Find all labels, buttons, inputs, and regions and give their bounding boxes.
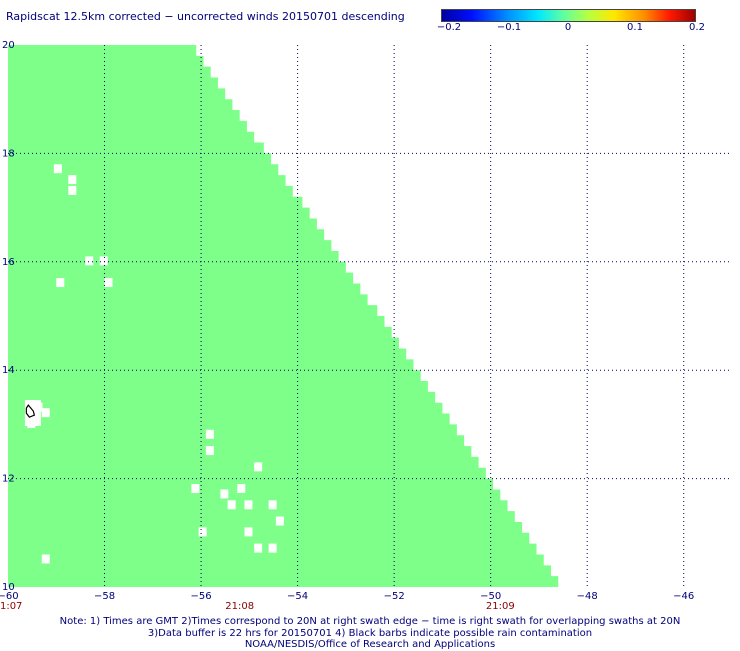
no-data-pixel <box>53 164 62 174</box>
colorbar-label-zero: 0 <box>564 22 572 33</box>
axis-labels: −60 −58 −56 −54 −52 −50 −48 −46 20 18 16 14 12 10 21:0… <box>0 40 694 612</box>
rain-contour-line <box>25 404 36 418</box>
no-data-pixel <box>220 489 229 499</box>
no-data-pixel <box>68 185 77 195</box>
swath-coverage <box>8 45 559 587</box>
no-data-pixel <box>41 554 50 564</box>
no-data-pixel <box>104 278 113 288</box>
no-data-pixel <box>227 500 236 510</box>
colorbar-legend: −0.2 −0.1 0 0.1 0.2 <box>437 9 705 33</box>
colorbar-label-neg: −0.1 <box>496 22 522 33</box>
no-data-pixel <box>56 278 65 288</box>
no-data-pixel <box>99 256 108 266</box>
colorbar-label-min: −0.2 <box>436 22 462 33</box>
lat-tick-label: 18 <box>2 148 15 159</box>
no-data-pixel <box>244 527 253 537</box>
lon-tick-label: −46 <box>673 591 694 602</box>
lon-tick-label: −56 <box>191 591 212 602</box>
grid-lines <box>8 45 732 587</box>
no-data-pixel <box>237 484 246 494</box>
lon-tick-label: −50 <box>480 591 501 602</box>
note-line-1: Note: 1) Times are GMT 2)Times correspon… <box>59 616 681 627</box>
lon-tick-label: −60 <box>0 591 19 602</box>
no-data-pixel <box>254 543 263 553</box>
footnotes: Note: 1) Times are GMT 2)Times correspon… <box>0 616 740 651</box>
no-data-pixel <box>191 484 200 494</box>
no-data-pixel <box>85 256 94 266</box>
no-data-pixel <box>275 516 284 526</box>
lon-tick-label: −48 <box>577 591 598 602</box>
no-data-pixels <box>24 164 284 564</box>
colorbar-label-max: 0.2 <box>689 22 705 33</box>
lat-tick-label: 20 <box>2 40 15 51</box>
no-data-pixel <box>268 543 277 553</box>
wind-map-plot: −60 −58 −56 −54 −52 −50 −48 −46 20 18 16 14 12 10 21:0… <box>0 40 732 612</box>
no-data-pixel <box>198 527 207 537</box>
note-line-3: NOAA/NESDIS/Office of Research and Appli… <box>244 639 496 650</box>
no-data-patch <box>24 400 41 427</box>
note-line-2: 3)Data buffer is 22 hrs for 20150701 4) … <box>147 627 593 639</box>
time-label: 21:08 <box>225 601 254 612</box>
no-data-pixel <box>268 500 277 510</box>
lon-tick-label: −54 <box>287 591 308 602</box>
no-data-pixel <box>254 462 263 472</box>
lon-tick-label: −58 <box>94 591 115 602</box>
map-title: Rapidscat 12.5km corrected − uncorrected… <box>6 10 405 23</box>
no-data-pixel <box>68 175 77 185</box>
time-label: 21:07 <box>0 601 22 612</box>
time-label: 21:09 <box>486 601 515 612</box>
lat-tick-label: 10 <box>2 582 15 593</box>
no-data-pixel <box>205 429 214 439</box>
colorbar-label-pos: 0.1 <box>627 22 643 33</box>
lat-tick-label: 12 <box>2 474 15 485</box>
swath-area <box>8 45 559 587</box>
lat-tick-label: 16 <box>2 257 15 268</box>
no-data-pixel <box>244 500 253 510</box>
no-data-pixel <box>205 446 214 456</box>
lon-tick-label: −52 <box>384 591 405 602</box>
colorbar <box>441 9 696 22</box>
rain-contour <box>25 404 36 418</box>
no-data-pixel <box>41 408 50 418</box>
lat-tick-label: 14 <box>2 365 15 376</box>
